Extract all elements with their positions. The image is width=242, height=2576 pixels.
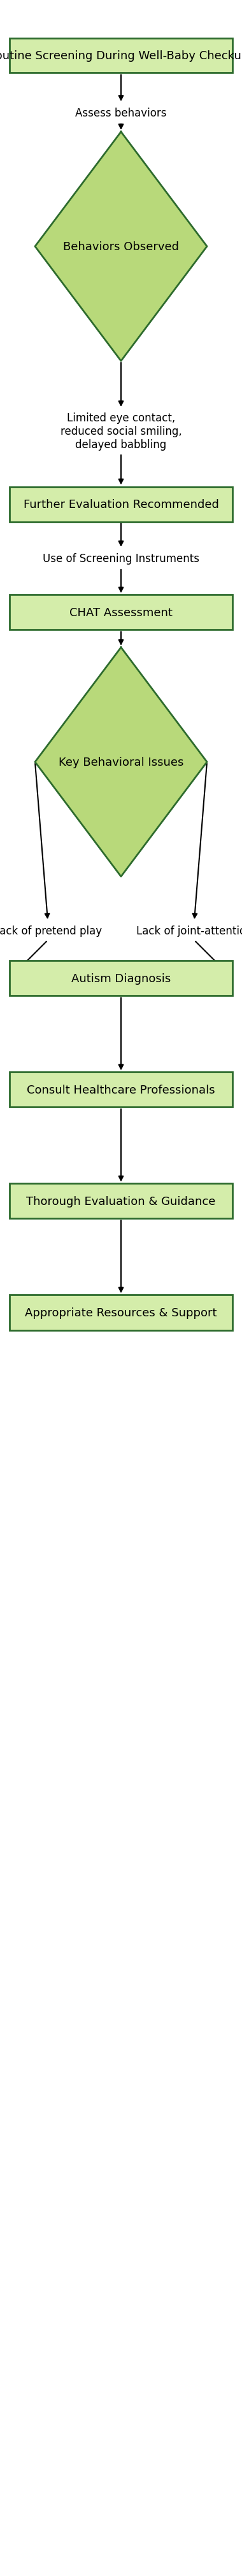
FancyBboxPatch shape bbox=[9, 1072, 233, 1108]
FancyBboxPatch shape bbox=[9, 595, 233, 631]
Text: Thorough Evaluation & Guidance: Thorough Evaluation & Guidance bbox=[26, 1195, 216, 1208]
FancyBboxPatch shape bbox=[9, 961, 233, 997]
FancyBboxPatch shape bbox=[9, 1185, 233, 1218]
Text: Consult Healthcare Professionals: Consult Healthcare Professionals bbox=[27, 1084, 215, 1095]
Text: Lack of joint-attention: Lack of joint-attention bbox=[136, 925, 242, 938]
Text: CHAT Assessment: CHAT Assessment bbox=[69, 608, 173, 618]
Text: Lack of pretend play: Lack of pretend play bbox=[0, 925, 102, 938]
Text: Further Evaluation Recommended: Further Evaluation Recommended bbox=[23, 500, 219, 510]
Text: Assess behaviors: Assess behaviors bbox=[75, 108, 167, 118]
FancyBboxPatch shape bbox=[9, 39, 233, 75]
Polygon shape bbox=[35, 131, 207, 361]
Polygon shape bbox=[35, 647, 207, 876]
Text: Autism Diagnosis: Autism Diagnosis bbox=[71, 974, 171, 984]
Text: Appropriate Resources & Support: Appropriate Resources & Support bbox=[25, 1306, 217, 1319]
Text: Routine Screening During Well-Baby Checkups: Routine Screening During Well-Baby Check… bbox=[0, 52, 242, 62]
Text: Behaviors Observed: Behaviors Observed bbox=[63, 242, 179, 252]
FancyBboxPatch shape bbox=[9, 1296, 233, 1329]
Text: Use of Screening Instruments: Use of Screening Instruments bbox=[43, 554, 199, 564]
FancyBboxPatch shape bbox=[9, 487, 233, 523]
Text: Limited eye contact,
reduced social smiling,
delayed babbling: Limited eye contact, reduced social smil… bbox=[60, 412, 182, 451]
Text: Key Behavioral Issues: Key Behavioral Issues bbox=[59, 757, 183, 768]
